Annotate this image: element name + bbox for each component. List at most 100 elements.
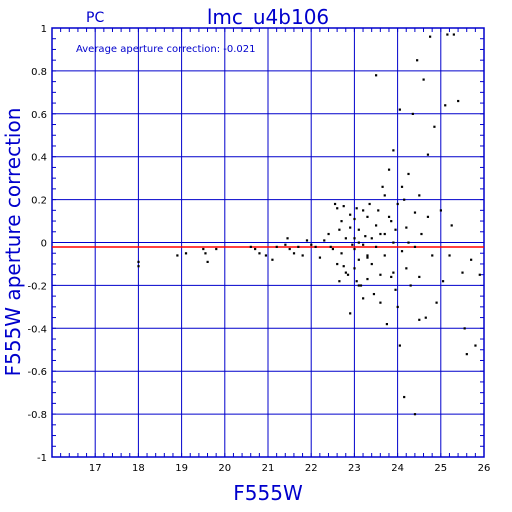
data-point <box>392 149 395 152</box>
data-point <box>204 252 207 255</box>
data-point <box>418 318 421 321</box>
data-point <box>398 344 401 347</box>
data-point <box>379 301 382 304</box>
data-point <box>357 241 360 244</box>
data-point <box>385 323 388 326</box>
data-point <box>323 239 326 242</box>
data-point <box>286 237 289 240</box>
data-point <box>353 247 356 251</box>
data-point <box>398 108 401 111</box>
data-point <box>403 198 406 201</box>
data-point <box>375 224 378 227</box>
data-point <box>435 301 438 304</box>
data-point <box>355 280 358 283</box>
data-point <box>372 292 376 296</box>
data-point <box>137 260 140 264</box>
data-point <box>370 237 373 240</box>
data-point <box>340 220 343 223</box>
data-point <box>420 232 423 236</box>
x-axis-label: F555W <box>233 481 303 505</box>
data-point <box>470 258 473 261</box>
data-point <box>318 256 322 259</box>
data-point <box>314 245 317 248</box>
data-point <box>333 202 337 206</box>
y-tick-label: 0.8 <box>31 67 47 78</box>
data-point <box>452 33 455 36</box>
data-point <box>327 232 330 236</box>
data-point <box>422 78 425 81</box>
data-point <box>396 305 399 309</box>
data-point <box>394 228 397 231</box>
data-point <box>405 267 408 270</box>
y-tick-label: 0 <box>41 239 47 250</box>
data-point <box>478 273 481 276</box>
data-point <box>439 209 442 212</box>
data-point <box>355 207 358 210</box>
data-point <box>362 209 365 212</box>
data-point <box>441 280 445 283</box>
data-point <box>461 271 464 274</box>
data-point <box>249 245 252 248</box>
data-point <box>390 220 393 223</box>
data-point <box>366 215 369 218</box>
data-point <box>362 297 365 300</box>
data-point <box>329 245 332 248</box>
chart-title: lmc_u4b106 <box>207 5 329 29</box>
data-point <box>338 280 341 283</box>
data-point <box>450 224 453 227</box>
data-point <box>413 413 417 416</box>
y-tick-label: -0.6 <box>27 367 47 378</box>
data-point <box>288 247 291 251</box>
data-point <box>357 284 360 287</box>
data-point <box>336 262 339 266</box>
data-point <box>377 209 380 212</box>
data-point <box>383 194 386 197</box>
data-point <box>336 207 339 210</box>
data-point <box>433 125 436 128</box>
data-point <box>305 239 309 242</box>
data-point <box>366 277 369 281</box>
data-point <box>344 271 347 274</box>
data-point <box>375 74 378 77</box>
data-point <box>392 241 395 244</box>
data-point <box>357 228 360 231</box>
data-point <box>137 265 140 268</box>
data-point <box>390 275 393 279</box>
data-point <box>357 258 360 261</box>
data-point <box>353 267 356 270</box>
data-point <box>413 245 417 248</box>
data-point <box>342 265 345 268</box>
data-point <box>297 245 300 248</box>
data-point <box>431 254 434 257</box>
data-point <box>349 226 352 229</box>
y-tick-label: 1 <box>41 24 47 35</box>
data-point <box>381 185 384 188</box>
minor-ticks <box>51 27 485 458</box>
x-tick-label: 19 <box>175 463 188 474</box>
data-points <box>137 33 481 416</box>
y-tick-label: -1 <box>37 453 47 464</box>
data-point <box>457 99 460 103</box>
annotation-text: Average aperture correction: -0.021 <box>76 44 256 55</box>
data-point <box>364 235 367 238</box>
y-tick-label: 0.6 <box>31 110 47 121</box>
data-point <box>370 262 373 266</box>
data-point <box>383 254 386 257</box>
x-tick-label: 22 <box>305 463 318 474</box>
data-point <box>366 254 369 257</box>
grid-lines <box>52 28 484 457</box>
data-point <box>407 172 410 176</box>
data-point <box>275 245 278 248</box>
corner-label: PC <box>86 10 104 26</box>
data-point <box>379 232 382 236</box>
data-point <box>463 327 466 330</box>
data-point <box>349 312 352 315</box>
data-point <box>359 284 363 287</box>
y-tick-label: -0.8 <box>27 410 47 421</box>
data-point <box>184 252 188 255</box>
data-point <box>366 256 369 259</box>
x-tick-label: 21 <box>262 463 275 474</box>
data-point <box>405 226 408 229</box>
data-point <box>353 217 356 221</box>
